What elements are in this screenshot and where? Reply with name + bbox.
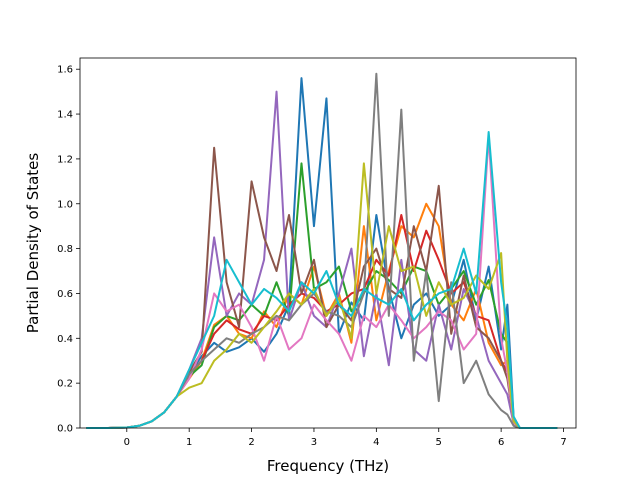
x-tick-label: 4 bbox=[373, 437, 379, 448]
x-tick-label: 7 bbox=[560, 437, 566, 448]
series-line-8 bbox=[86, 162, 558, 429]
x-tick-label: 6 bbox=[498, 437, 504, 448]
y-tick-label: 0.6 bbox=[57, 289, 73, 300]
series-line-9 bbox=[86, 131, 558, 429]
x-tick-label: 1 bbox=[186, 437, 192, 448]
y-tick-label: 1.0 bbox=[57, 199, 73, 210]
y-tick-label: 1.2 bbox=[57, 154, 73, 165]
y-tick-label: 1.6 bbox=[57, 65, 73, 76]
x-tick-label: 3 bbox=[311, 437, 317, 448]
series-line-0 bbox=[86, 77, 558, 429]
series-layer bbox=[86, 72, 558, 429]
x-axis-label: Frequency (THz) bbox=[267, 457, 389, 475]
series-line-3 bbox=[86, 213, 558, 429]
x-tick-label: 2 bbox=[248, 437, 254, 448]
tick-layer: 0 1 2 3 4 5 6 7 0.0 0.2 0.4 0.6 0.8 1.0 1.2 1.4 1.6 bbox=[57, 65, 567, 448]
x-tick-label: 0 bbox=[124, 437, 130, 448]
series-line-7 bbox=[86, 72, 558, 429]
y-tick-label: 0.0 bbox=[57, 424, 73, 435]
y-axis-label: Partial Density of States bbox=[24, 153, 42, 334]
x-tick-label: 5 bbox=[436, 437, 442, 448]
y-tick-label: 0.8 bbox=[57, 244, 73, 255]
plot-frame bbox=[79, 57, 577, 429]
y-tick-label: 0.4 bbox=[57, 334, 73, 345]
y-tick-label: 1.4 bbox=[57, 110, 73, 121]
y-tick-label: 0.2 bbox=[57, 379, 73, 390]
